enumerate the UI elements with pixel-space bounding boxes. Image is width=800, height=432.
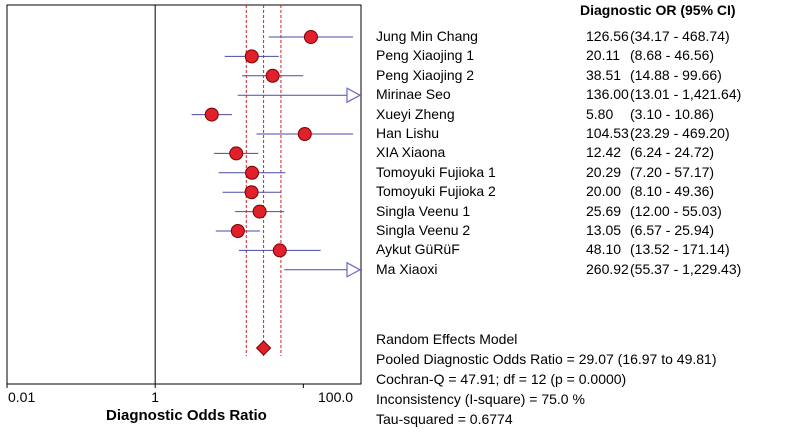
study-ci: (34.17 - 468.74)	[630, 28, 730, 44]
study-row: Singla Veenu 1 25.69 (12.00 - 55.03)	[376, 202, 800, 221]
study-row: Peng Xiaojing 2 38.51 (14.88 - 99.66)	[376, 66, 800, 85]
study-name: Jung Min Chang	[376, 28, 478, 44]
point-estimate-6	[229, 146, 244, 161]
study-row: Han Lishu 104.53 (23.29 - 469.20)	[376, 124, 800, 143]
study-or: 48.10	[586, 241, 622, 258]
study-name: Tomoyuki Fujioka 1	[376, 163, 496, 180]
study-ci: (6.24 - 24.72)	[630, 144, 715, 161]
point-estimate-2	[265, 68, 280, 83]
point-estimate-4	[204, 107, 219, 122]
study-name: Aykut GüRüF	[376, 241, 460, 258]
study-ci: (13.52 - 171.14)	[630, 241, 730, 258]
summary-inconsistency: Inconsistency (I-square) = 75.0 %	[376, 391, 585, 407]
study-row: XIA Xiaona 12.42 (6.24 - 24.72)	[376, 143, 800, 162]
study-or: 20.00	[586, 183, 622, 200]
column-header: Diagnostic OR (95% CI)	[580, 2, 736, 18]
study-ci: (6.57 - 25.94)	[630, 222, 715, 238]
study-ci: (8.68 - 46.56)	[630, 47, 715, 64]
study-or: 20.29	[586, 163, 622, 180]
point-estimate-0	[303, 30, 318, 44]
study-row: Singla Veenu 2 13.05 (6.57 - 25.94)	[376, 221, 800, 240]
x-tick-label-2: 100.0	[318, 389, 354, 405]
study-ci: (13.01 - 1,421.64)	[630, 86, 742, 103]
study-name: Peng Xiaojing 2	[376, 66, 475, 83]
study-row: Peng Xiaojing 1 20.11 (8.68 - 46.56)	[376, 46, 800, 65]
study-name: Mirinae Seo	[376, 86, 451, 103]
point-estimate-9	[252, 204, 267, 219]
point-estimate-1	[244, 49, 259, 64]
forest-plot	[6, 4, 362, 388]
study-name: Tomoyuki Fujioka 2	[376, 183, 496, 200]
point-estimate-11	[272, 243, 287, 258]
study-or: 104.53	[586, 125, 629, 141]
x-axis-label: Diagnostic Odds Ratio	[106, 407, 267, 424]
ci-arrow-3	[346, 87, 362, 104]
study-ci: (12.00 - 55.03)	[630, 202, 722, 219]
study-or: 38.51	[586, 66, 622, 83]
study-or: 260.92	[586, 260, 629, 277]
study-name: Han Lishu	[376, 125, 440, 141]
study-name: Peng Xiaojing 1	[376, 47, 475, 64]
x-tick-label-0: 0.01	[8, 389, 36, 405]
summary-pooled-or: Pooled Diagnostic Odds Ratio = 29.07 (16…	[376, 351, 717, 367]
study-name: Singla Veenu 1	[376, 202, 471, 219]
plot-frame	[6, 4, 362, 385]
summary-model: Random Effects Model	[376, 331, 518, 347]
study-row: Mirinae Seo 136.00 (13.01 - 1,421.64)	[376, 85, 800, 104]
study-ci: (8.10 - 49.36)	[630, 183, 715, 200]
study-name: Xueyi Zheng	[376, 105, 455, 122]
study-ci: (55.37 - 1,229.43)	[630, 260, 742, 277]
pooled-diamond	[255, 340, 272, 356]
point-estimate-7	[245, 165, 260, 180]
summary-block: Random Effects Model Pooled Diagnostic O…	[376, 329, 717, 429]
study-name: XIA Xiaona	[376, 144, 446, 161]
study-or: 136.00	[586, 86, 629, 103]
ci-arrow-12	[346, 261, 362, 278]
study-or: 13.05	[586, 222, 622, 238]
x-tick-label-1: 1	[151, 389, 160, 405]
summary-tau-squared: Tau-squared = 0.6774	[376, 411, 513, 427]
study-name: Singla Veenu 2	[376, 222, 471, 238]
study-row: Jung Min Chang 126.56 (34.17 - 468.74)	[376, 27, 800, 46]
study-ci: (3.10 - 10.86)	[630, 105, 715, 122]
study-or: 25.69	[586, 202, 622, 219]
study-or: 5.80	[586, 105, 614, 122]
study-row: Ma Xiaoxi 260.92 (55.37 - 1,229.43)	[376, 260, 800, 279]
study-row: Tomoyuki Fujioka 2 20.00 (8.10 - 49.36)	[376, 182, 800, 201]
study-or: 126.56	[586, 28, 629, 44]
summary-cochran-q: Cochran-Q = 47.91; df = 12 (p = 0.0000)	[376, 371, 627, 387]
study-row: Aykut GüRüF 48.10 (13.52 - 171.14)	[376, 240, 800, 259]
study-name: Ma Xiaoxi	[376, 260, 438, 277]
point-estimate-8	[244, 185, 259, 200]
study-ci: (23.29 - 469.20)	[630, 125, 730, 141]
point-estimate-5	[297, 127, 312, 141]
study-ci: (7.20 - 57.17)	[630, 163, 715, 180]
point-estimate-10	[230, 224, 245, 238]
study-or: 12.42	[586, 144, 622, 161]
study-or: 20.11	[586, 47, 620, 64]
study-ci: (14.88 - 99.66)	[630, 66, 722, 83]
study-row: Tomoyuki Fujioka 1 20.29 (7.20 - 57.17)	[376, 163, 800, 182]
study-row: Xueyi Zheng 5.80 (3.10 - 10.86)	[376, 105, 800, 124]
